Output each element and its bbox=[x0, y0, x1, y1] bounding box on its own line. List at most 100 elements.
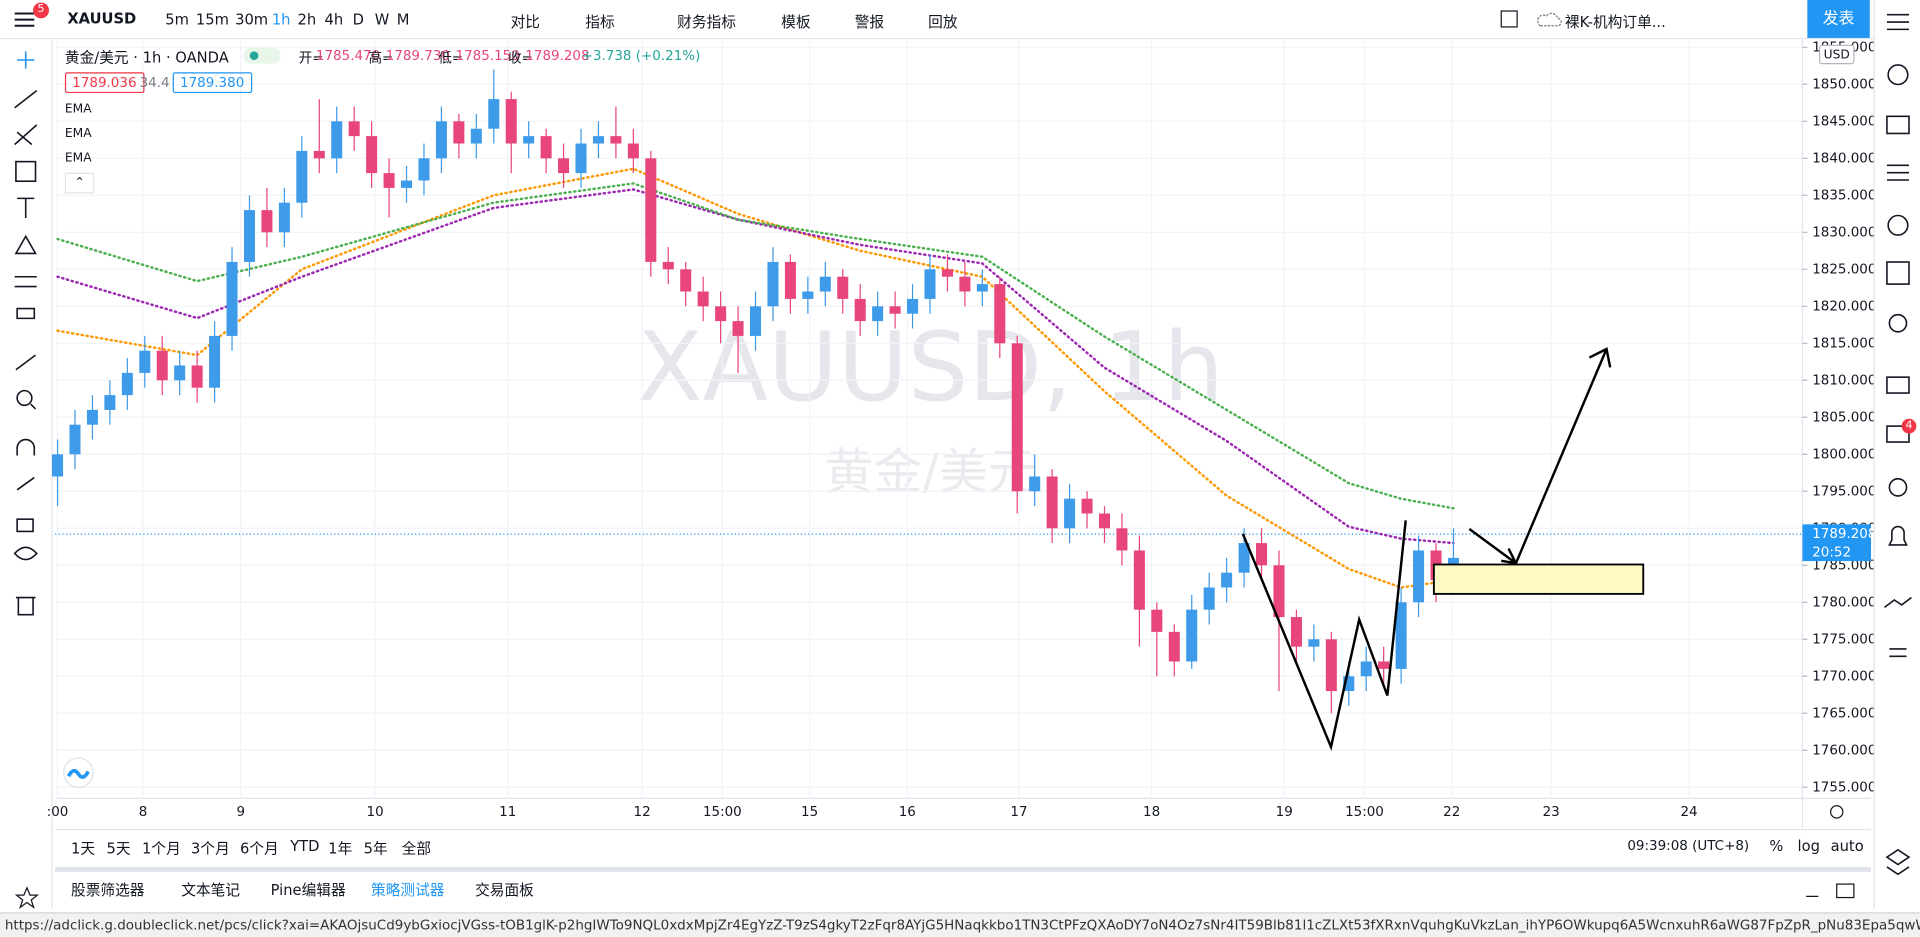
range-button[interactable]: 5年 bbox=[363, 840, 388, 858]
toolbar-button[interactable]: 模板 bbox=[781, 13, 811, 31]
candle-body bbox=[313, 150, 325, 159]
y-tick-label: 1765.000 bbox=[1812, 706, 1873, 721]
candle-body bbox=[889, 306, 901, 314]
range-button[interactable]: 1天 bbox=[71, 840, 96, 858]
toolbar-button[interactable]: 警报 bbox=[854, 13, 885, 31]
publish-button[interactable]: 发表 bbox=[1807, 0, 1870, 38]
collapse-button[interactable]: ⌃ bbox=[64, 172, 95, 194]
notification-badge: 5 bbox=[33, 2, 49, 19]
candle-body bbox=[1186, 609, 1198, 662]
candle-body bbox=[243, 210, 255, 262]
candle-body bbox=[523, 136, 535, 144]
ask[interactable]: 1789.380 bbox=[172, 72, 252, 94]
candle-body bbox=[435, 121, 447, 159]
candle-body bbox=[1343, 676, 1355, 692]
toolbar-button[interactable]: 指标 bbox=[585, 13, 615, 31]
candle-body bbox=[348, 121, 360, 137]
interval-button[interactable]: 1h bbox=[271, 11, 291, 29]
top-toolbar: 5 XAUUSD 5m 15m 30m 1h 2h 4h D W M 对比 指标 财务指标 模板 警报 回… bbox=[0, 0, 1920, 40]
interval-button[interactable]: 5m bbox=[165, 11, 189, 29]
y-tick-label: 1780.000 bbox=[1812, 595, 1873, 610]
currency-box bbox=[1818, 44, 1855, 65]
range-button[interactable]: 1个月 bbox=[142, 840, 181, 858]
candle-body bbox=[1098, 513, 1110, 529]
y-tick-label: 1825.000 bbox=[1812, 262, 1873, 277]
toolbar-button[interactable]: 对比 bbox=[510, 13, 541, 31]
candle-body bbox=[784, 261, 796, 299]
interval-button[interactable]: M bbox=[396, 11, 410, 29]
candle-body bbox=[331, 121, 343, 159]
range-button[interactable]: 5天 bbox=[106, 840, 131, 858]
cloud-icon bbox=[1537, 12, 1562, 27]
panel-tab[interactable]: 策略测试器 bbox=[371, 881, 445, 899]
candle-body bbox=[994, 284, 1006, 344]
x-tick-label: 11 bbox=[499, 805, 516, 820]
candle-body bbox=[366, 136, 378, 174]
range-button[interactable]: YTD bbox=[290, 837, 320, 855]
interval-button[interactable]: W bbox=[374, 11, 390, 29]
logo-mark bbox=[66, 768, 90, 779]
candle-body bbox=[732, 321, 744, 336]
user-drawings bbox=[1241, 347, 1645, 752]
ohlc-value: 1789.730 bbox=[385, 47, 451, 64]
candle-body bbox=[854, 298, 866, 322]
ohlc-value: 1785.470 bbox=[315, 47, 381, 64]
candle-body bbox=[1203, 587, 1215, 610]
candle-body bbox=[715, 306, 727, 322]
indicator-name: EMA bbox=[64, 127, 92, 141]
candle-body bbox=[296, 150, 308, 203]
candle-body bbox=[1256, 543, 1268, 566]
drawing-tools bbox=[13, 51, 38, 616]
candle-body bbox=[191, 365, 203, 388]
favorites-icon[interactable] bbox=[14, 886, 40, 909]
menu-icon[interactable] bbox=[12, 9, 39, 31]
x-tick-label: 22 bbox=[1443, 805, 1460, 820]
interval-button[interactable]: 15m bbox=[195, 11, 229, 29]
toolbar-button[interactable]: 回放 bbox=[928, 13, 958, 31]
y-tick-label: 1760.000 bbox=[1812, 743, 1873, 758]
clock: 09:39:08 (UTC+8) bbox=[1627, 837, 1750, 854]
scale-option[interactable]: log bbox=[1797, 837, 1820, 855]
range-button[interactable]: 6个月 bbox=[240, 840, 279, 858]
range-button[interactable]: 3个月 bbox=[191, 840, 230, 858]
candle-body bbox=[52, 454, 64, 477]
panel-controls[interactable] bbox=[1800, 882, 1861, 902]
arrow-drawing bbox=[1514, 347, 1612, 564]
scale-option[interactable]: auto bbox=[1830, 837, 1864, 855]
range-button[interactable]: 全部 bbox=[401, 840, 432, 858]
ema-lines bbox=[56, 167, 1455, 589]
toolbar-button[interactable]: 财务指标 bbox=[677, 13, 736, 31]
candle-body bbox=[278, 202, 290, 233]
candle-body bbox=[401, 180, 413, 188]
candle-body bbox=[1325, 639, 1337, 692]
range-button[interactable]: 1年 bbox=[328, 840, 353, 858]
countdown: 20:52 bbox=[1812, 546, 1851, 561]
candle-body bbox=[872, 306, 884, 322]
x-tick-label: 16 bbox=[899, 805, 916, 820]
y-tick-label: 1770.000 bbox=[1812, 669, 1873, 684]
symbol[interactable]: XAUUSD bbox=[67, 9, 137, 27]
scale-option[interactable]: % bbox=[1769, 837, 1784, 855]
interval-button[interactable]: 30m bbox=[235, 11, 269, 29]
panel-tab[interactable]: 交易面板 bbox=[475, 881, 534, 899]
panel-tab[interactable]: 文本笔记 bbox=[181, 881, 241, 899]
candle-body bbox=[1116, 528, 1128, 551]
candle-body bbox=[1046, 476, 1058, 529]
panel-tab[interactable]: 股票筛选器 bbox=[71, 881, 145, 899]
legend-title: 黄金/美元 · 1h · OANDA bbox=[64, 48, 229, 67]
interval-button[interactable]: D bbox=[352, 11, 364, 29]
y-tick-label: 1785.000 bbox=[1812, 558, 1873, 573]
interval-button[interactable]: 2h bbox=[297, 11, 317, 29]
candle-body bbox=[819, 276, 831, 292]
ohlc-label: 低= bbox=[438, 50, 464, 67]
x-tick-label: 15:00 bbox=[1345, 805, 1384, 820]
panel-tab[interactable]: Pine编辑器 bbox=[270, 881, 346, 899]
square-icon[interactable] bbox=[1500, 10, 1520, 30]
interval-button[interactable]: 4h bbox=[324, 11, 344, 29]
bid[interactable]: 1789.036 bbox=[64, 72, 144, 94]
candle-body bbox=[558, 158, 570, 174]
candle-body bbox=[976, 284, 988, 292]
layout-name[interactable]: 裸K-机构订单... bbox=[1564, 13, 1666, 31]
settings-icon[interactable] bbox=[1830, 805, 1844, 819]
